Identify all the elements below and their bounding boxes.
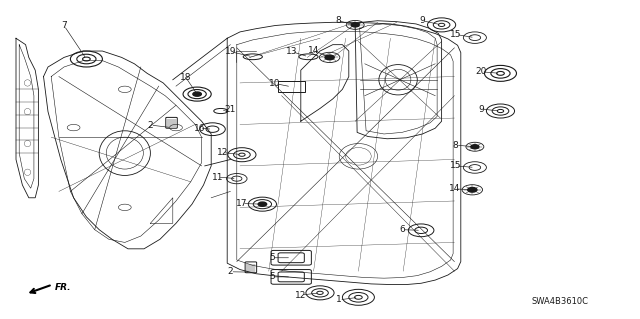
Circle shape: [193, 92, 202, 96]
Text: 11: 11: [212, 173, 223, 182]
Text: 5: 5: [269, 253, 275, 262]
Text: 7: 7: [61, 21, 67, 30]
Text: 8: 8: [335, 16, 340, 25]
Text: 15: 15: [450, 161, 461, 170]
Text: 9: 9: [420, 16, 425, 25]
Text: 20: 20: [476, 67, 487, 76]
Text: 21: 21: [225, 105, 236, 114]
Text: 9: 9: [479, 105, 484, 114]
Circle shape: [351, 23, 359, 27]
Text: 8: 8: [453, 141, 458, 150]
Text: 19: 19: [225, 47, 236, 56]
Text: FR.: FR.: [54, 283, 71, 292]
Text: 12: 12: [295, 291, 307, 300]
Circle shape: [471, 145, 479, 149]
Text: 18: 18: [180, 73, 191, 82]
Text: 17: 17: [236, 199, 248, 208]
Text: 13: 13: [286, 47, 298, 56]
Text: 6: 6: [399, 225, 404, 234]
Text: 5: 5: [269, 272, 275, 281]
Text: 14: 14: [308, 46, 319, 55]
Circle shape: [468, 188, 477, 192]
Text: 1: 1: [337, 295, 342, 304]
Text: SWA4B3610C: SWA4B3610C: [531, 297, 589, 306]
Text: 12: 12: [217, 148, 228, 157]
Text: 16: 16: [194, 124, 205, 133]
Circle shape: [325, 55, 334, 60]
Text: 2: 2: [228, 267, 233, 276]
Text: 10: 10: [269, 79, 281, 88]
Text: 2: 2: [148, 121, 153, 130]
Circle shape: [258, 202, 267, 206]
Text: 15: 15: [450, 30, 461, 39]
Text: 14: 14: [449, 184, 460, 193]
